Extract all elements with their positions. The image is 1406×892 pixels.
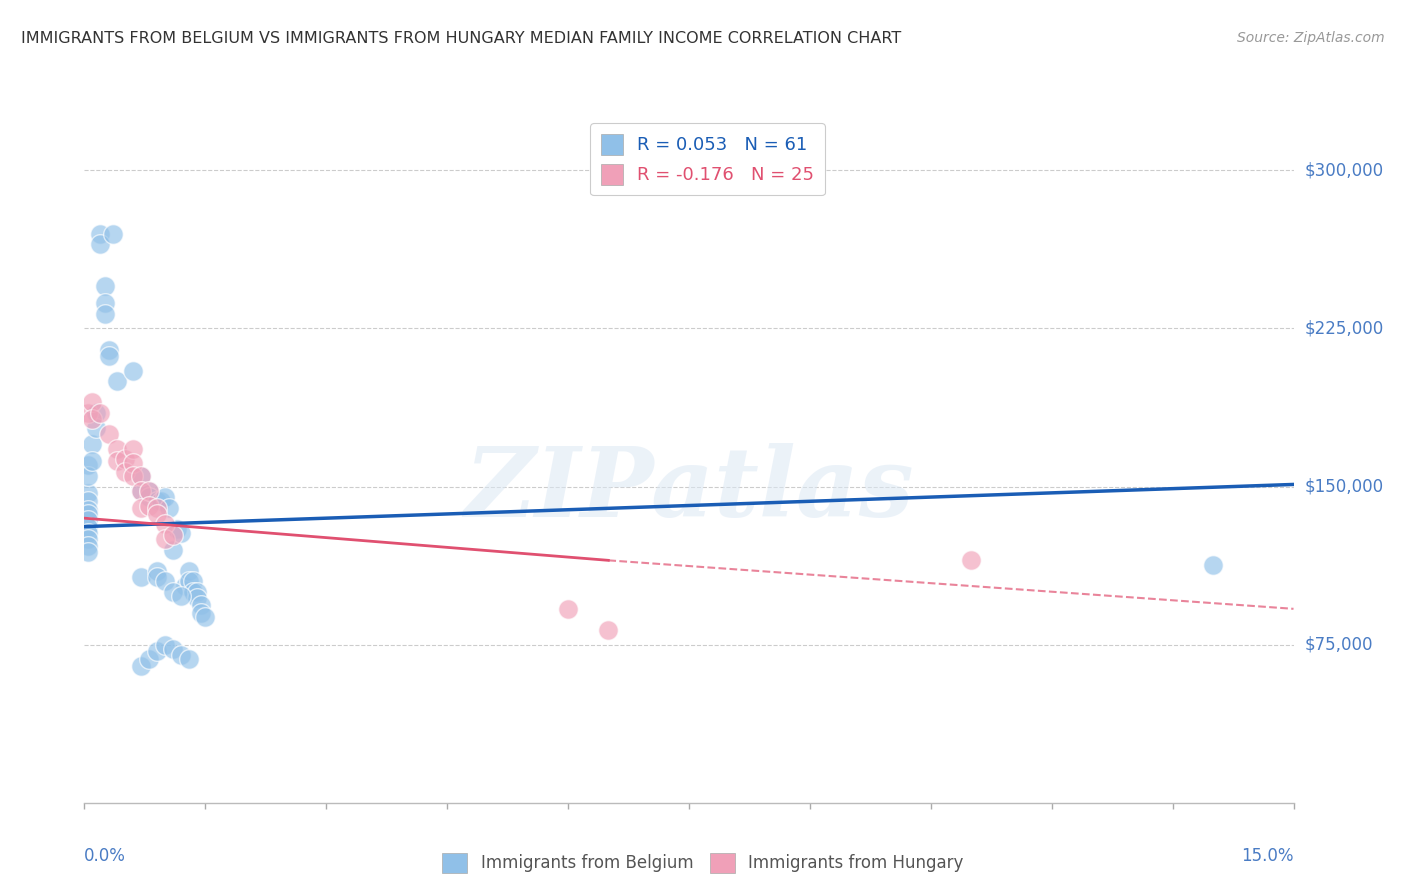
Point: [121, 456, 143, 470]
Point: [162, 528, 184, 542]
Point: [105, 374, 128, 388]
Point: [129, 483, 152, 498]
Point: [153, 490, 176, 504]
Point: [77, 545, 100, 559]
Point: [121, 469, 143, 483]
Point: [82, 437, 104, 451]
Point: [129, 658, 152, 673]
Point: [149, 494, 172, 508]
Point: [170, 648, 193, 663]
Point: [146, 494, 169, 508]
Point: [77, 406, 100, 420]
Text: $150,000: $150,000: [1305, 477, 1384, 496]
Text: Source: ZipAtlas.com: Source: ZipAtlas.com: [1237, 31, 1385, 45]
Point: [194, 610, 217, 624]
Point: [77, 519, 100, 533]
Point: [179, 652, 201, 666]
Point: [186, 591, 208, 606]
Point: [146, 564, 169, 578]
Point: [138, 483, 160, 498]
Point: [77, 458, 100, 473]
Point: [138, 490, 160, 504]
Point: [114, 452, 136, 467]
Text: $225,000: $225,000: [1305, 319, 1384, 337]
Point: [153, 533, 176, 547]
Point: [77, 486, 100, 500]
Point: [190, 606, 212, 620]
Point: [93, 279, 115, 293]
Point: [101, 227, 124, 241]
Text: IMMIGRANTS FROM BELGIUM VS IMMIGRANTS FROM HUNGARY MEDIAN FAMILY INCOME CORRELAT: IMMIGRANTS FROM BELGIUM VS IMMIGRANTS FR…: [21, 31, 901, 46]
Point: [93, 307, 115, 321]
Point: [93, 296, 115, 310]
Point: [89, 406, 111, 420]
Point: [170, 525, 193, 540]
Text: $75,000: $75,000: [1305, 636, 1374, 654]
Point: [162, 641, 184, 656]
Point: [97, 349, 120, 363]
Point: [138, 652, 160, 666]
Point: [86, 420, 108, 434]
Point: [114, 465, 136, 479]
Point: [179, 564, 201, 578]
Point: [97, 343, 120, 357]
Point: [157, 500, 180, 515]
Point: [1202, 558, 1225, 572]
Text: $300,000: $300,000: [1305, 161, 1384, 179]
Point: [170, 589, 193, 603]
Point: [190, 598, 212, 612]
Point: [77, 533, 100, 547]
Point: [77, 469, 100, 483]
Point: [77, 502, 100, 516]
Point: [82, 454, 104, 468]
Point: [129, 483, 152, 498]
Point: [77, 507, 100, 521]
Legend: Immigrants from Belgium, Immigrants from Hungary: Immigrants from Belgium, Immigrants from…: [436, 847, 970, 880]
Point: [598, 623, 620, 637]
Text: 0.0%: 0.0%: [84, 847, 127, 865]
Point: [97, 426, 120, 441]
Point: [77, 539, 100, 553]
Point: [181, 574, 204, 589]
Point: [77, 513, 100, 527]
Legend: R = 0.053   N = 61, R = -0.176   N = 25: R = 0.053 N = 61, R = -0.176 N = 25: [591, 123, 825, 195]
Point: [77, 525, 100, 540]
Point: [86, 406, 108, 420]
Point: [186, 585, 208, 599]
Point: [129, 469, 152, 483]
Point: [146, 500, 169, 515]
Point: [82, 395, 104, 409]
Point: [138, 483, 160, 498]
Point: [121, 363, 143, 377]
Point: [153, 638, 176, 652]
Point: [146, 644, 169, 658]
Point: [82, 412, 104, 426]
Point: [960, 553, 983, 567]
Point: [121, 442, 143, 456]
Point: [129, 500, 152, 515]
Point: [105, 442, 128, 456]
Point: [89, 227, 111, 241]
Point: [181, 585, 204, 599]
Text: ZIPatlas: ZIPatlas: [464, 442, 914, 537]
Point: [153, 574, 176, 589]
Point: [162, 542, 184, 557]
Point: [138, 499, 160, 513]
Point: [105, 454, 128, 468]
Point: [557, 602, 579, 616]
Text: 15.0%: 15.0%: [1241, 847, 1294, 865]
Point: [174, 579, 197, 593]
Point: [77, 494, 100, 508]
Point: [146, 570, 169, 584]
Point: [162, 585, 184, 599]
Point: [166, 522, 188, 536]
Point: [153, 517, 176, 532]
Point: [129, 570, 152, 584]
Point: [129, 469, 152, 483]
Point: [146, 507, 169, 521]
Point: [179, 574, 201, 589]
Point: [89, 237, 111, 252]
